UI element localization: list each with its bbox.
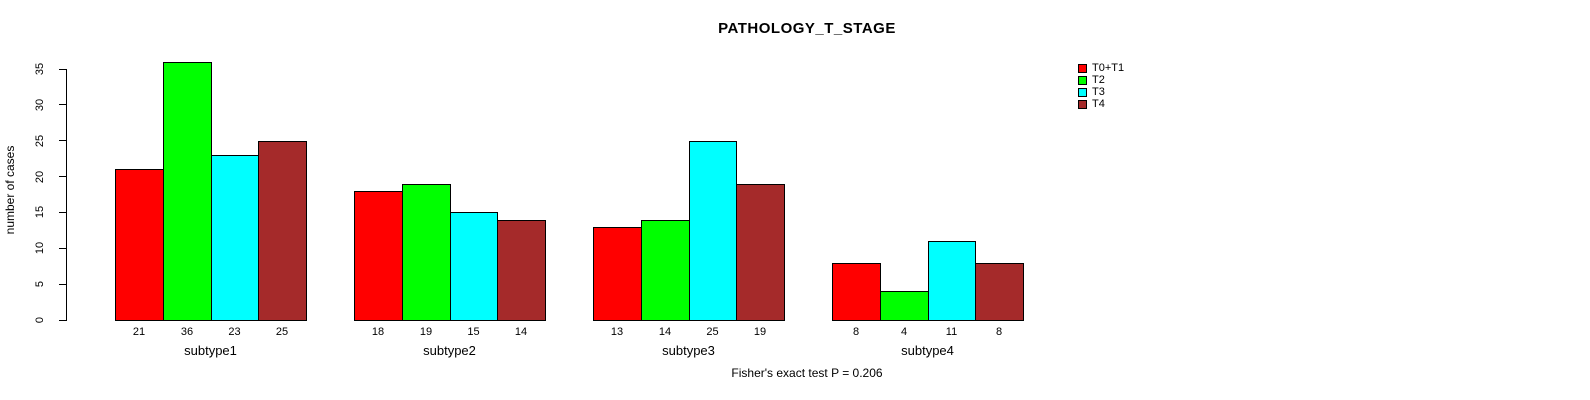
bar-value-label: 25	[706, 326, 719, 338]
y-tick-label: 5	[34, 281, 46, 288]
legend-label: T0+T1	[1092, 62, 1125, 74]
y-tick-label: 25	[34, 134, 46, 147]
legend-label: T4	[1092, 98, 1105, 110]
bar-subtype2-T4	[497, 220, 546, 321]
x-category-label: subtype4	[901, 343, 954, 358]
bar-subtype1-T2	[163, 62, 212, 321]
bar-subtype3-T4	[736, 184, 785, 321]
legend-swatch-icon	[1078, 87, 1087, 97]
bar-value-label: 8	[995, 326, 1003, 338]
y-tick-mark	[59, 283, 66, 285]
bar-value-label: 23	[228, 326, 241, 338]
y-tick-label: 35	[34, 62, 46, 76]
stats-annotation: Fisher's exact test P = 0.206	[731, 366, 883, 380]
y-tick-mark	[59, 140, 66, 142]
legend: T0+T1 T2 T3 T4	[1078, 62, 1124, 110]
bar-value-label: 11	[945, 326, 958, 338]
y-tick-label: 0	[34, 316, 46, 324]
y-tick-label: 15	[34, 206, 46, 219]
x-category-label: subtype3	[662, 343, 715, 358]
bar-value-label: 14	[514, 326, 528, 338]
bar-value-label: 36	[180, 326, 194, 338]
x-category-label: subtype2	[423, 343, 476, 358]
bar-subtype2-T3	[450, 212, 498, 321]
y-tick-mark	[59, 68, 66, 70]
bar-subtype2-T2	[402, 184, 451, 321]
chart-title: PATHOLOGY_T_STAGE	[718, 20, 896, 37]
bar-subtype1-T0+T1	[115, 169, 164, 321]
bar-value-label: 4	[900, 326, 908, 338]
legend-swatch-icon	[1078, 99, 1087, 109]
bar-value-label: 14	[658, 326, 672, 338]
legend-item: T2	[1078, 74, 1124, 86]
x-category-label: subtype1	[184, 343, 237, 358]
bar-value-label: 15	[467, 326, 480, 338]
bar-subtype3-T2	[641, 220, 690, 321]
y-tick-mark	[59, 247, 66, 249]
y-tick-mark	[59, 176, 66, 178]
legend-label: T2	[1092, 74, 1105, 86]
bar-value-label: 18	[371, 326, 385, 338]
legend-swatch-icon	[1078, 63, 1087, 73]
bar-subtype4-T0+T1	[832, 263, 881, 321]
bar-value-label: 21	[132, 326, 146, 338]
bar-subtype4-T2	[880, 291, 929, 321]
y-tick-mark	[59, 104, 66, 106]
bar-value-label: 8	[852, 326, 860, 338]
bar-subtype4-T4	[975, 263, 1024, 321]
bar-subtype1-T4	[258, 141, 307, 321]
bar-subtype3-T3	[689, 141, 737, 321]
legend-item: T0+T1	[1078, 62, 1124, 74]
y-tick-label: 20	[34, 170, 46, 183]
bar-subtype1-T3	[211, 155, 259, 321]
y-tick-mark	[59, 319, 66, 321]
y-tick-label: 10	[34, 242, 46, 255]
legend-swatch-icon	[1078, 75, 1087, 85]
legend-item: T3	[1078, 86, 1124, 98]
bar-value-label: 19	[419, 326, 433, 338]
y-tick-label: 30	[34, 98, 46, 111]
bar-subtype3-T0+T1	[593, 227, 642, 321]
bar-value-label: 25	[275, 326, 289, 338]
bar-value-label: 13	[610, 326, 624, 338]
bar-value-label: 19	[753, 326, 767, 338]
bar-subtype4-T3	[928, 241, 976, 321]
legend-label: T3	[1092, 86, 1105, 98]
y-axis-label: number of cases	[3, 145, 17, 235]
legend-item: T4	[1078, 98, 1124, 110]
bar-subtype2-T0+T1	[354, 191, 403, 321]
y-tick-mark	[59, 211, 66, 213]
y-axis-line	[66, 69, 67, 321]
